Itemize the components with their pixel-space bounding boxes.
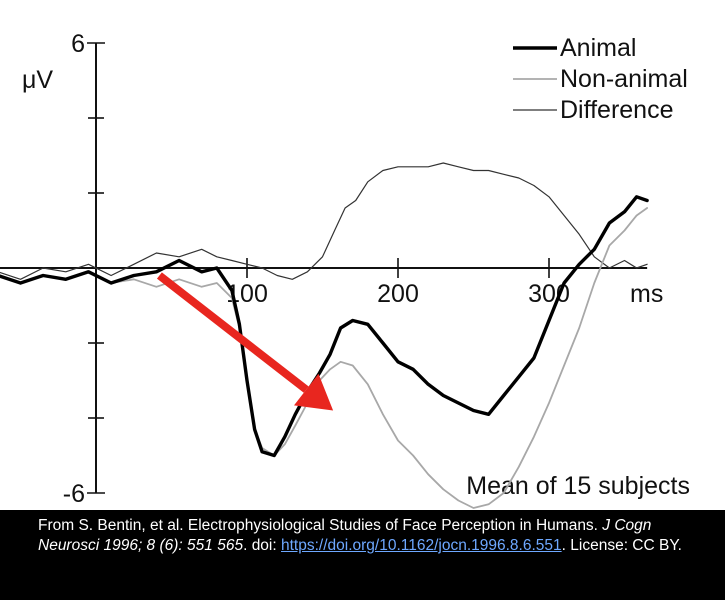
legend-label-animal: Animal [560,34,636,62]
arrow-layer [156,272,334,411]
caption-journal: J Cogn Neurosci 1996; 8 (6): 551 565 [38,517,652,554]
legend-label-non-animal: Non-animal [560,65,688,93]
doi-link[interactable]: https://doi.org/10.1162/jocn.1996.8.6.55… [281,537,562,554]
subjects-note: Mean of 15 subjects [466,472,690,500]
caption-license: . License: CC BY. [561,537,682,554]
caption-source: From S. Bentin, et al. Electrophysiologi… [38,517,603,534]
series-line-animal [0,195,649,458]
figure-caption: From S. Bentin, et al. Electrophysiologi… [38,516,708,556]
y-tick-label: 6 [71,30,85,58]
legend-label-difference: Difference [560,96,674,124]
x-unit-label: ms [630,280,663,308]
y-unit-label: μV [22,66,53,94]
series-layer [0,162,649,509]
legend: Animal Non-animal Difference [513,34,688,124]
red-arrow-head [294,373,334,411]
y-tick-label: -6 [63,480,85,508]
series-line-non-animal [0,207,648,509]
series-line-difference [0,162,648,280]
red-arrow-shaft [156,272,309,393]
caption-doi-prefix: . doi: [243,537,281,554]
x-tick-label: 200 [377,280,419,308]
erp-chart: -6 6 100 200 300 μV ms Mean of 15 subjects Anim… [0,0,725,510]
